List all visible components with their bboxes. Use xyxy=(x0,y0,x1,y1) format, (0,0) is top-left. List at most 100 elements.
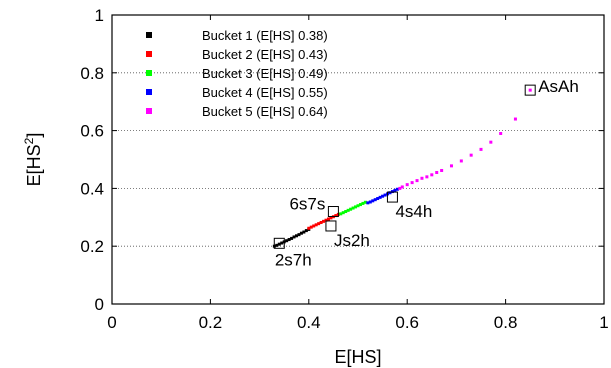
data-point-bucket-3 xyxy=(351,206,355,210)
y-axis-title: E[HS2] xyxy=(22,133,44,187)
data-point-bucket-4 xyxy=(388,191,392,195)
data-point-bucket-5 xyxy=(435,171,439,175)
data-point-bucket-2 xyxy=(309,225,313,229)
data-point-bucket-2 xyxy=(312,224,316,228)
plot-frame xyxy=(111,14,605,305)
legend-label: Bucket 1 (E[HS] 0.38) xyxy=(202,28,328,43)
data-point-bucket-1 xyxy=(275,243,279,247)
data-point-bucket-2 xyxy=(314,223,318,227)
x-tick-label: 0.2 xyxy=(199,313,223,332)
grid-lines xyxy=(112,72,604,247)
x-tick-label: 0 xyxy=(107,313,116,332)
data-point-bucket-3 xyxy=(363,200,367,204)
legend-swatch xyxy=(146,51,152,57)
data-point-bucket-5 xyxy=(459,159,463,163)
data-point-bucket-1 xyxy=(285,239,289,243)
data-point-bucket-1 xyxy=(287,238,291,242)
annotation-label: 4s4h xyxy=(395,202,432,221)
data-point-bucket-3 xyxy=(349,207,353,211)
data-point-bucket-1 xyxy=(295,234,298,238)
data-point-bucket-5 xyxy=(489,140,493,144)
data-point-bucket-1 xyxy=(297,233,301,237)
x-tick-label: 0.4 xyxy=(297,313,321,332)
data-point-bucket-3 xyxy=(354,205,358,209)
y-tick-label: 0.8 xyxy=(80,64,104,83)
data-point-bucket-2 xyxy=(324,218,328,222)
axis-ticks: 0 0.2 0.4 0.6 0.8 1 0 0.2 0.4 0.6 0.8 1 xyxy=(80,6,608,332)
data-point-bucket-2 xyxy=(326,217,330,221)
data-point-bucket-5 xyxy=(405,183,409,187)
data-point-bucket-2 xyxy=(307,226,311,230)
data-point-bucket-4 xyxy=(395,187,399,191)
annotation-marker xyxy=(273,237,285,249)
annotation-marker xyxy=(325,220,337,232)
data-point-bucket-1 xyxy=(299,231,303,235)
data-point-bucket-5 xyxy=(420,176,424,180)
data-point-bucket-4 xyxy=(371,199,375,203)
y-tick-label: 0.4 xyxy=(80,179,104,198)
data-point-bucket-3 xyxy=(339,212,343,216)
data-point-bucket-3 xyxy=(344,210,348,214)
y-tick-label: 0 xyxy=(95,295,104,314)
y-tick-label: 0.6 xyxy=(80,122,104,141)
annotation-label: Js2h xyxy=(334,231,370,250)
data-point-bucket-5 xyxy=(449,164,453,168)
data-point-bucket-1 xyxy=(292,235,296,239)
data-point-bucket-5 xyxy=(513,117,517,121)
data-point-bucket-3 xyxy=(341,211,345,215)
data-point-bucket-3 xyxy=(356,204,360,208)
annotations: AsAh 6s7s 4s4h Js2h 2s7h xyxy=(273,77,579,269)
data-point-bucket-5 xyxy=(528,88,532,92)
data-point-bucket-3 xyxy=(361,201,365,205)
annotation-label: 6s7s xyxy=(289,195,325,214)
data-point-bucket-4 xyxy=(383,193,387,197)
annotation-marker xyxy=(327,206,339,218)
data-point-bucket-5 xyxy=(469,153,473,157)
y-axis-title-main: E[HS xyxy=(24,144,44,186)
data-point-bucket-2 xyxy=(319,221,323,225)
data-point-bucket-1 xyxy=(304,229,308,233)
data-point-bucket-5 xyxy=(410,181,414,185)
data-point-bucket-5 xyxy=(440,168,444,172)
x-tick-label: 1 xyxy=(599,313,608,332)
data-point-bucket-5 xyxy=(415,179,419,183)
data-point-bucket-5 xyxy=(400,185,404,189)
data-point-bucket-2 xyxy=(329,216,333,220)
data-point-bucket-5 xyxy=(430,173,434,177)
data-point-bucket-4 xyxy=(366,201,370,205)
data-point-bucket-2 xyxy=(334,214,338,218)
x-tick-label: 0.6 xyxy=(395,313,419,332)
data-point-bucket-2 xyxy=(322,219,326,223)
legend-label: Bucket 5 (E[HS] 0.64) xyxy=(202,104,328,119)
data-point-bucket-1 xyxy=(290,236,294,240)
y-tick-label: 1 xyxy=(95,6,104,25)
x-axis-title: E[HS] xyxy=(334,347,381,367)
data-point-bucket-4 xyxy=(376,197,380,201)
data-point-bucket-5 xyxy=(398,186,402,190)
y-axis-title-superscript: 2 xyxy=(22,137,36,144)
data-point-bucket-4 xyxy=(393,188,397,192)
data-point-bucket-4 xyxy=(381,194,385,198)
data-point-bucket-5 xyxy=(479,147,483,151)
data-point-bucket-3 xyxy=(358,203,362,207)
annotation-marker xyxy=(524,84,536,96)
annotation-label: 2s7h xyxy=(275,250,312,269)
x-tick-label: 0.8 xyxy=(494,313,518,332)
data-point-bucket-4 xyxy=(368,200,372,204)
data-points xyxy=(272,88,532,248)
y-tick-label: 0.2 xyxy=(80,237,104,256)
data-point-bucket-4 xyxy=(373,198,377,202)
data-point-bucket-3 xyxy=(346,208,350,212)
legend-label: Bucket 3 (E[HS] 0.49) xyxy=(202,66,328,81)
legend-swatch xyxy=(146,108,152,114)
data-point-bucket-1 xyxy=(277,242,281,246)
data-point-bucket-5 xyxy=(499,131,503,135)
legend-swatch xyxy=(146,70,152,76)
legend-label: Bucket 4 (E[HS] 0.55) xyxy=(202,85,328,100)
data-point-bucket-1 xyxy=(280,241,284,245)
data-point-bucket-1 xyxy=(302,230,306,234)
legend-swatch xyxy=(146,32,152,38)
annotation-marker xyxy=(386,191,398,203)
legend-swatch xyxy=(146,89,152,95)
